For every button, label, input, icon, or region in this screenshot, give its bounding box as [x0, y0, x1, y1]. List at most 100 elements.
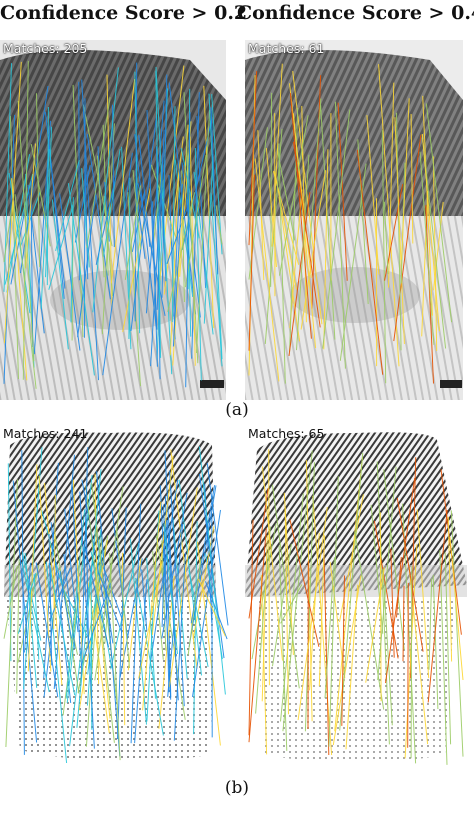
match-line — [322, 109, 351, 349]
match-line — [402, 585, 405, 662]
match-line — [157, 65, 185, 299]
match-line — [396, 497, 424, 652]
match-line — [376, 461, 390, 745]
match-line — [66, 474, 93, 704]
match-line — [309, 532, 320, 691]
match-line — [155, 70, 162, 358]
match-line — [51, 199, 69, 350]
match-line — [289, 83, 312, 278]
match-line — [110, 78, 136, 284]
match-line — [159, 485, 172, 700]
match-line — [385, 477, 416, 684]
match-line — [419, 151, 435, 345]
match-line — [142, 501, 162, 711]
match-line — [444, 552, 452, 745]
match-line — [94, 525, 114, 644]
match-line — [128, 177, 131, 340]
match-line — [169, 168, 180, 356]
match-line — [124, 185, 142, 280]
match-line — [161, 540, 167, 651]
match-line — [421, 134, 447, 349]
match-line — [151, 455, 174, 635]
match-line — [163, 523, 178, 655]
fingerprint-match-image-a-left — [0, 40, 226, 400]
match-line — [17, 564, 40, 663]
match-line — [215, 205, 223, 245]
match-line — [425, 103, 453, 323]
match-line — [407, 582, 409, 748]
match-line — [3, 61, 22, 344]
match-line — [421, 190, 429, 337]
match-line — [410, 565, 413, 759]
match-line — [289, 189, 303, 329]
match-line — [447, 516, 453, 662]
match-line — [210, 193, 223, 367]
match-line — [320, 105, 336, 340]
match-line — [257, 130, 265, 281]
match-line — [173, 552, 186, 741]
match-line — [155, 146, 161, 380]
match-line — [17, 572, 37, 634]
match-line — [97, 155, 105, 278]
match-line — [85, 485, 115, 743]
match-line — [280, 584, 303, 624]
match-line — [86, 134, 111, 300]
match-line — [248, 528, 267, 743]
match-line — [410, 113, 414, 244]
match-line — [339, 163, 367, 361]
match-line — [396, 112, 402, 351]
match-line — [95, 175, 117, 265]
match-line — [21, 450, 25, 755]
match-line — [40, 149, 50, 309]
caption-a: (a) — [225, 400, 249, 420]
match-line — [192, 526, 215, 640]
match-line — [188, 485, 217, 647]
panel-a-left: Matches: 205 — [0, 40, 226, 400]
match-line — [164, 496, 172, 698]
match-line — [450, 510, 464, 757]
match-line — [308, 98, 322, 253]
match-line — [383, 201, 389, 275]
match-line — [276, 148, 296, 241]
match-line — [30, 144, 51, 247]
match-line — [278, 545, 288, 751]
panel-b-left: Matches: 241 — [0, 425, 232, 775]
match-line — [210, 107, 219, 275]
match-line — [94, 486, 124, 681]
match-line — [427, 509, 448, 703]
match-line — [304, 462, 315, 732]
match-line — [22, 60, 29, 380]
match-line — [64, 508, 79, 633]
match-line — [16, 558, 20, 694]
match-line — [83, 544, 110, 648]
match-line — [77, 195, 97, 338]
match-line — [85, 511, 89, 641]
match-line — [19, 191, 41, 248]
matches-count-a-left: Matches: 205 — [3, 41, 88, 56]
match-line — [173, 192, 180, 317]
match-line — [260, 574, 268, 755]
header-confidence-0-4: Confidence Score > 0.4 — [237, 2, 474, 24]
match-line — [167, 523, 184, 697]
match-line — [189, 136, 196, 366]
match-line — [323, 149, 329, 350]
match-line — [271, 484, 300, 689]
match-line — [80, 582, 112, 666]
match-line — [312, 495, 333, 756]
match-line — [134, 134, 157, 328]
match-line — [48, 563, 76, 696]
match-line — [328, 476, 339, 747]
match-line — [185, 154, 207, 288]
match-line — [271, 63, 283, 247]
match-line — [278, 196, 301, 342]
match-line — [122, 552, 126, 726]
match-line — [393, 134, 422, 342]
match-line — [311, 75, 322, 309]
match-line — [278, 143, 286, 384]
match-line — [377, 466, 397, 681]
match-line — [151, 201, 158, 367]
match-lines-b-right — [248, 449, 464, 765]
match-line — [110, 542, 140, 670]
match-line — [345, 584, 359, 750]
match-line — [379, 512, 382, 702]
